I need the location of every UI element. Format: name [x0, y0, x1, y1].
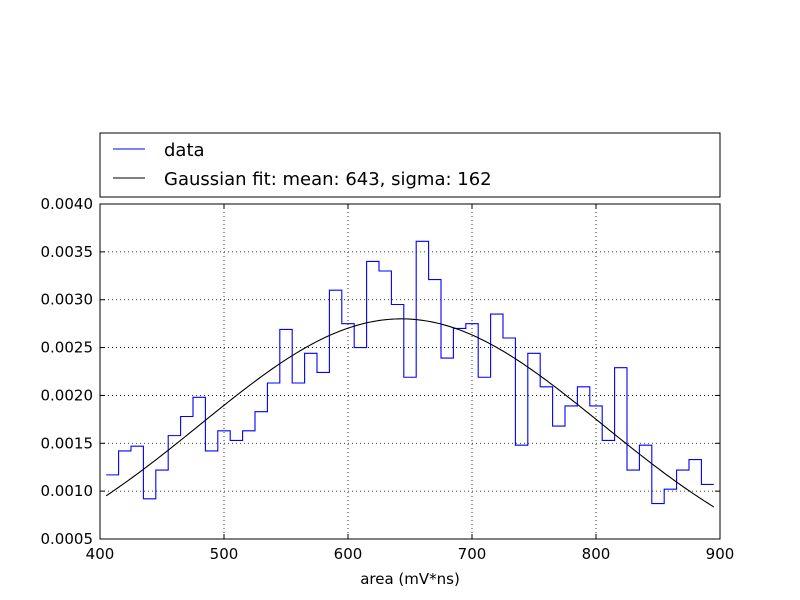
y-tick-label: 0.0040 [41, 195, 94, 213]
y-tick-label: 0.0035 [41, 243, 94, 261]
x-tick-label: 400 [86, 545, 115, 563]
y-tick-label: 0.0030 [41, 291, 94, 309]
x-tick-label: 500 [210, 545, 239, 563]
legend-label-fit: Gaussian fit: mean: 643, sigma: 162 [164, 169, 492, 190]
legend: data Gaussian fit: mean: 643, sigma: 162 [99, 132, 721, 198]
y-tick-label: 0.0025 [41, 339, 94, 357]
series-layer [105, 240, 715, 508]
x-tick-label: 900 [706, 545, 735, 563]
legend-frame [99, 132, 721, 198]
data-histogram-line [106, 240, 714, 505]
x-axis-title: area (mV*ns) [360, 570, 460, 588]
x-tick-label: 600 [334, 545, 363, 563]
y-tick-label: 0.0010 [41, 482, 94, 500]
plot-frame [99, 203, 721, 540]
x-tick-label: 800 [582, 545, 611, 563]
legend-label-data: data [164, 140, 205, 161]
grid [100, 204, 720, 539]
ticks [99, 203, 721, 540]
gaussian-fit-line [105, 318, 715, 508]
y-tick-label: 0.0015 [41, 434, 94, 452]
plot-area: 400 500 600 700 800 900 0.0005 0.0010 0.0015 0.00… [41, 195, 735, 563]
tick-labels: 400 500 600 700 800 900 0.0005 0.0010 0.0015 0.00… [41, 195, 735, 563]
y-tick-label: 0.0020 [41, 386, 94, 404]
plot-background [100, 204, 720, 539]
x-tick-label: 700 [458, 545, 487, 563]
y-tick-label: 0.0005 [41, 530, 94, 548]
